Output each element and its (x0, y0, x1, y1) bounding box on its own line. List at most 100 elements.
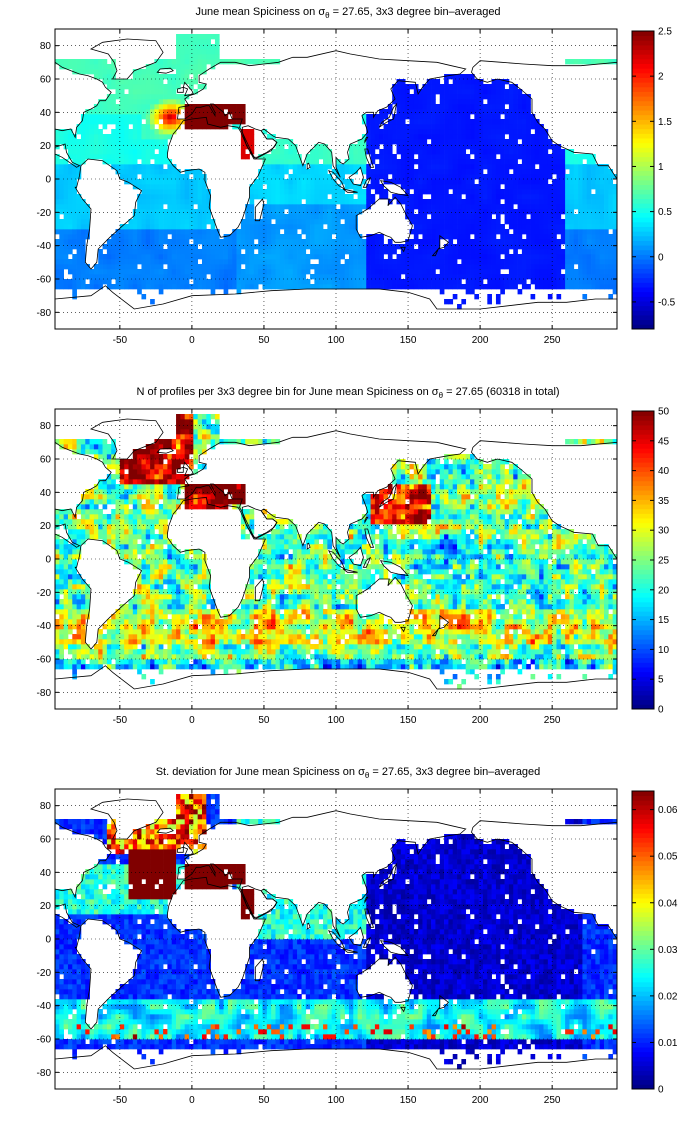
heatmap-cell (487, 254, 492, 260)
heatmap-cell (556, 259, 562, 265)
heatmap-cell (141, 549, 147, 555)
heatmap-cell (612, 189, 618, 195)
heatmap-cell (124, 259, 129, 265)
heatmap-cell (552, 204, 557, 210)
heatmap-cell (137, 534, 142, 540)
heatmap-cell (504, 94, 510, 100)
heatmap-cell (119, 469, 125, 475)
heatmap-cell (249, 139, 255, 145)
heatmap-cell (189, 124, 194, 130)
heatmap-cell (470, 174, 475, 180)
heatmap-cell (586, 279, 592, 285)
heatmap-cell (508, 99, 514, 105)
heatmap-cell (491, 169, 497, 175)
heatmap-cell (517, 144, 523, 150)
heatmap-cell (154, 264, 160, 270)
heatmap-cell (275, 259, 281, 265)
heatmap-cell (547, 224, 553, 230)
heatmap-cell (214, 34, 220, 40)
heatmap-cell (210, 279, 216, 285)
heatmap-cell (521, 129, 527, 135)
heatmap-cell (547, 259, 553, 265)
heatmap-cell (98, 534, 103, 540)
heatmap-cell (176, 229, 181, 235)
heatmap-cell (448, 74, 454, 80)
heatmap-cell (150, 99, 155, 105)
heatmap-cell (465, 249, 471, 255)
heatmap-cell (132, 139, 138, 145)
heatmap-cell (392, 119, 397, 125)
heatmap-cell (392, 139, 397, 145)
heatmap-cell (327, 219, 333, 225)
heatmap-cell (413, 119, 419, 125)
heatmap-cell (543, 264, 549, 270)
heatmap-cell (80, 119, 86, 125)
heatmap-cell (76, 254, 82, 260)
heatmap-cell (124, 264, 129, 270)
heatmap-cell (478, 204, 484, 210)
heatmap-cell (253, 269, 259, 275)
heatmap-cell (361, 264, 367, 270)
heatmap-cell (400, 244, 406, 250)
heatmap-cell (150, 139, 155, 145)
heatmap-cell (236, 274, 242, 280)
heatmap-cell (478, 169, 484, 175)
heatmap-cell (72, 284, 77, 290)
heatmap-cell (245, 279, 250, 285)
heatmap-cell (435, 169, 441, 175)
heatmap-cell (266, 269, 272, 275)
heatmap-cell (604, 194, 609, 200)
heatmap-cell (128, 94, 134, 100)
heatmap-cell (539, 129, 544, 135)
heatmap-cell (132, 544, 138, 550)
heatmap-cell (500, 239, 505, 245)
heatmap-cell (310, 149, 315, 155)
heatmap-cell (59, 179, 64, 185)
heatmap-cell (578, 174, 583, 180)
heatmap-cell (482, 214, 488, 220)
heatmap-cell (111, 159, 116, 165)
heatmap-cell (491, 269, 497, 275)
heatmap-cell (189, 199, 194, 205)
heatmap-cell (279, 189, 285, 195)
heatmap-cell (145, 509, 151, 515)
heatmap-cell (396, 134, 402, 140)
heatmap-cell (197, 219, 203, 225)
heatmap-cell (132, 639, 138, 645)
heatmap-cell (137, 549, 142, 555)
heatmap-cell (119, 524, 125, 530)
heatmap-cell (201, 264, 207, 270)
heatmap-cell (76, 284, 82, 290)
heatmap-cell (452, 254, 458, 260)
heatmap-cell (85, 499, 90, 505)
heatmap-cell (370, 174, 376, 180)
heatmap-cell (128, 534, 134, 540)
heatmap-cell (223, 279, 229, 285)
heatmap-cell (249, 189, 255, 195)
heatmap-cell (552, 189, 557, 195)
heatmap-cell (189, 169, 194, 175)
heatmap-cell (80, 634, 86, 640)
heatmap-cell (452, 149, 458, 155)
heatmap-cell (245, 249, 250, 255)
coastlines (54, 38, 618, 330)
heatmap-cell (240, 59, 246, 65)
heatmap-cell (180, 64, 186, 70)
heatmap-cell (76, 614, 82, 620)
heatmap-cell (495, 219, 501, 225)
heatmap-cell (72, 554, 77, 560)
heatmap-cell (452, 104, 458, 110)
colorbar-segment (632, 91, 654, 97)
heatmap-cell (582, 244, 588, 250)
heatmap-cell (435, 79, 441, 85)
heatmap-cell (249, 149, 255, 155)
coastline (355, 196, 413, 243)
heatmap-cell (141, 99, 147, 105)
heatmap-cell (150, 634, 155, 640)
heatmap-cell (124, 134, 129, 140)
heatmap-cell (193, 214, 199, 220)
heatmap-cell (180, 209, 186, 215)
heatmap-cell (85, 494, 90, 500)
heatmap-cell (297, 264, 302, 270)
heatmap-cell (357, 139, 363, 145)
